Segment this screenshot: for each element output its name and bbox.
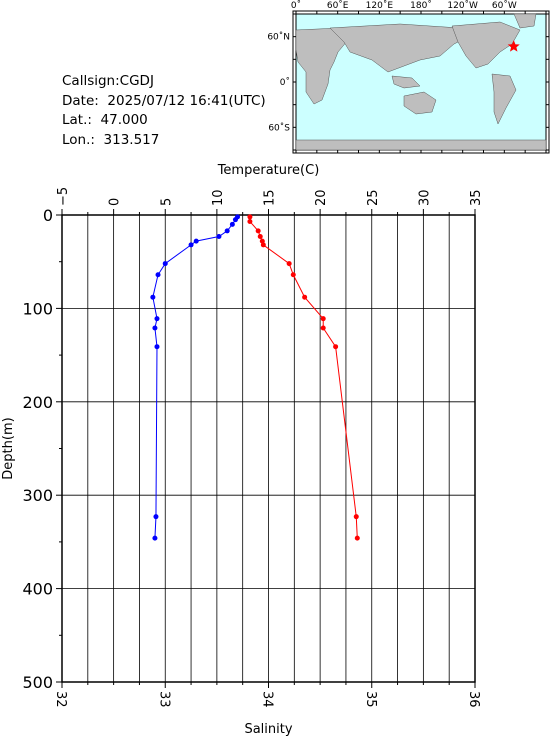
temperature-point [152, 325, 158, 331]
temperature-tick-label: −5 [56, 187, 71, 206]
depth-tick-label: 400 [22, 580, 53, 599]
salinity-point [290, 272, 296, 278]
land-antarctica [295, 139, 547, 151]
salinity-axis: 32 33 34 35 36 [53, 682, 481, 708]
salinity-tick-label: 34 [260, 691, 275, 708]
salinity-point [247, 214, 253, 220]
salinity-point [302, 294, 308, 300]
temperature-tick-label: 10 [211, 189, 226, 206]
depth-tick-label: 100 [22, 299, 53, 318]
temperature-tick-label: 0 [108, 198, 123, 206]
date-text: Date: 2025/07/12 16:41(UTC) [62, 92, 266, 109]
map-lon-label: 180˚ [410, 0, 432, 11]
land-south-america [491, 73, 517, 125]
salinity-point [260, 242, 266, 248]
map-latitude-labels: 60˚N 0˚ 60˚S [267, 32, 290, 134]
longitude-text: Lon.: 313.517 [62, 131, 160, 148]
temperature-point [216, 233, 222, 239]
depth-tick-label: 200 [22, 393, 53, 412]
temperature-axis: −5 0 5 10 15 20 25 30 35 [56, 187, 484, 215]
temperature-point [154, 344, 160, 350]
land-se-asia [391, 75, 421, 89]
star-icon [507, 40, 520, 52]
station-marker [507, 40, 520, 52]
depth-axis: 0 100 200 300 400 500 [22, 206, 62, 692]
salinity-point [257, 233, 263, 239]
salinity-point [320, 325, 326, 331]
map-lon-label: 60˚W [492, 0, 517, 11]
salinity-point [286, 261, 292, 267]
chart-grid [61, 214, 476, 683]
depth-tick-label: 500 [22, 673, 53, 692]
temperature-tick-label: 20 [314, 189, 329, 206]
callsign-text: Callsign:CGDJ [62, 73, 154, 89]
map-lat-label: 60˚N [267, 32, 290, 43]
depth-axis-label: Depth(m) [1, 417, 16, 479]
map-lat-label: 0˚ [280, 77, 290, 88]
temperature-point [232, 217, 238, 223]
salinity-point [247, 219, 253, 225]
world-map: 0˚ 60˚E 120˚E 180˚ 120˚W 60˚W 60˚N 0˚ 60˚S [267, 0, 550, 154]
temperature-point [150, 294, 156, 300]
map-lon-label: 60˚E [327, 0, 349, 11]
temperature-point [155, 272, 161, 278]
land-greenland [513, 13, 537, 29]
salinity-tick-label: 35 [363, 691, 378, 708]
map-land [295, 13, 547, 151]
depth-tick-label: 300 [22, 486, 53, 505]
temperature-tick-label: 35 [469, 189, 484, 206]
temperature-point [229, 221, 235, 227]
map-lon-label: 120˚W [447, 0, 478, 11]
latitude-text: Lat.: 47.000 [62, 112, 148, 128]
temperature-axis-label: Temperature(C) [217, 163, 320, 178]
temperature-point [188, 242, 194, 248]
temperature-point [193, 238, 199, 244]
temperature-point [152, 535, 158, 541]
salinity-tick-label: 32 [53, 691, 68, 708]
temperature-point [224, 228, 230, 234]
salinity-point [353, 514, 359, 520]
land-australia [403, 91, 437, 115]
temperature-tick-label: 30 [417, 189, 432, 206]
series-layer [150, 214, 360, 541]
temperature-tick-label: 15 [263, 189, 278, 206]
map-longitude-labels: 0˚ 60˚E 120˚E 180˚ 120˚W 60˚W [291, 0, 517, 11]
salinity-point [320, 316, 326, 322]
salinity-line [249, 216, 358, 539]
temperature-point [153, 514, 159, 520]
salinity-point [354, 535, 360, 541]
map-lon-label: 0˚ [291, 0, 301, 11]
temperature-series [150, 214, 241, 541]
temperature-point [154, 316, 160, 322]
temperature-tick-label: 25 [366, 189, 381, 206]
temperature-point [162, 261, 168, 267]
salinity-tick-label: 36 [466, 691, 481, 708]
land-north-america [451, 21, 521, 69]
map-ticks [293, 11, 549, 153]
salinity-point [255, 228, 261, 234]
depth-tick-label: 0 [43, 206, 53, 225]
salinity-axis-label: Salinity [244, 722, 292, 736]
salinity-series [247, 214, 360, 541]
map-lat-label: 60˚S [268, 122, 290, 133]
salinity-point [333, 344, 339, 350]
profile-chart: −5 0 5 10 15 20 25 30 35 32 33 34 35 36 010020030040… [1, 163, 484, 736]
map-lon-label: 120˚E [366, 0, 394, 11]
station-info: Callsign:CGDJ Date: 2025/07/12 16:41(UTC… [62, 72, 266, 150]
salinity-tick-label: 33 [156, 691, 171, 708]
temperature-tick-label: 5 [159, 198, 174, 206]
